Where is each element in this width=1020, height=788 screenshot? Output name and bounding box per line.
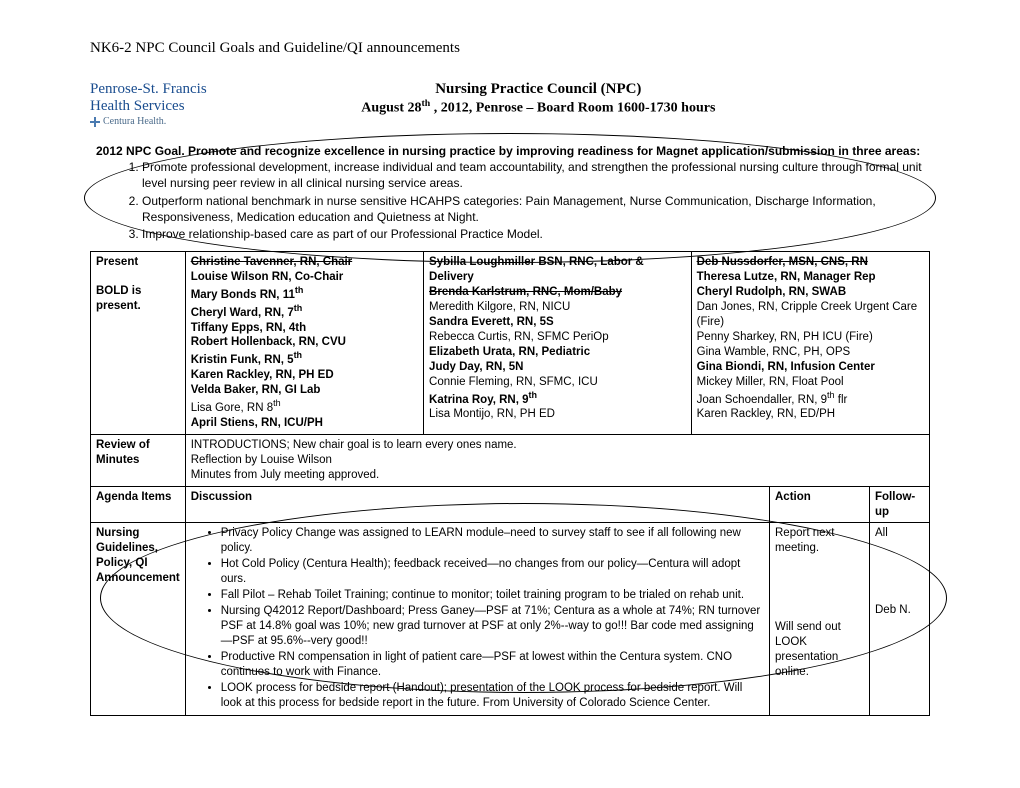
attendee: Gina Biondi, RN, Infusion Center <box>697 360 924 375</box>
bullet-item: Privacy Policy Change was assigned to LE… <box>221 526 764 556</box>
attendee: Mary Bonds RN, 11th <box>191 285 418 303</box>
title-date-post: , 2012, Penrose – Board Room 1600-1730 h… <box>430 101 715 116</box>
action-text: Will send out LOOK presentation online. <box>775 620 864 680</box>
attendee: Cheryl Rudolph, RN, SWAB <box>697 285 924 300</box>
logo-line1: Penrose-St. Francis <box>90 81 207 98</box>
present-col2: Sybilla Loughmiller BSN, RNC, Labor & De… <box>424 252 692 434</box>
title-date-pre: August 28 <box>361 101 421 116</box>
nursing-followup: All Deb N. <box>870 523 930 715</box>
goal-text: 2012 NPC Goal. Promote and recognize exc… <box>96 143 924 242</box>
title-line1: Nursing Practice Council (NPC) <box>207 81 870 98</box>
title-line2: August 28th , 2012, Penrose – Board Room… <box>207 98 870 117</box>
agenda-items-header: Agenda Items <box>91 486 186 523</box>
bullet-item: Fall Pilot – Rehab Toilet Training; cont… <box>221 588 764 603</box>
nursing-discussion: Privacy Policy Change was assigned to LE… <box>185 523 769 715</box>
attendee: Sybilla Loughmiller BSN, RNC, Labor & De… <box>429 255 686 285</box>
minutes-line: INTRODUCTIONS; New chair goal is to lear… <box>191 438 924 453</box>
attendee: Sandra Everett, RN, 5S <box>429 315 686 330</box>
attendee: Connie Fleming, RN, SFMC, ICU <box>429 375 686 390</box>
minutes-row: Review of Minutes INTRODUCTIONS; New cha… <box>91 434 930 486</box>
nursing-label: Nursing Guidelines, Policy, QI Announcem… <box>91 523 186 715</box>
nursing-row: Nursing Guidelines, Policy, QI Announcem… <box>91 523 930 715</box>
attendee: Gina Wamble, RNC, PH, OPS <box>697 345 924 360</box>
attendee: Katrina Roy, RN, 9th <box>429 390 686 408</box>
present-col1: Christine Tavenner, RN, ChairLouise Wils… <box>186 252 424 434</box>
org-logo: Penrose-St. Francis Health Services Cent… <box>90 81 207 127</box>
title-date-sup: th <box>422 98 431 109</box>
main-table: Present BOLD is present. Christine Taven… <box>90 251 930 716</box>
minutes-line: Reflection by Louise Wilson <box>191 453 924 468</box>
agenda-header-row: Agenda Items Discussion Action Follow-up <box>91 486 930 523</box>
present-label1: Present <box>96 255 180 270</box>
attendee: Brenda Karlstrum, RNC, Mom/Baby <box>429 285 686 300</box>
page-title: Nursing Practice Council (NPC) August 28… <box>207 81 930 117</box>
followup-text: Deb N. <box>875 603 924 618</box>
bullet-item: LOOK process for bedside report (Handout… <box>221 681 764 711</box>
attendee: Mickey Miller, RN, Float Pool <box>697 375 924 390</box>
present-content-cell: Christine Tavenner, RN, ChairLouise Wils… <box>185 252 929 435</box>
attendee: Lisa Montijo, RN, PH ED <box>429 407 686 422</box>
attendee: Robert Hollenback, RN, CVU <box>191 335 418 350</box>
attendee: Joan Schoendaller, RN, 9th flr <box>697 390 924 408</box>
attendee: Elizabeth Urata, RN, Pediatric <box>429 345 686 360</box>
attendee: Karen Rackley, RN, ED/PH <box>697 407 924 422</box>
followup-text: All <box>875 526 924 541</box>
minutes-content: INTRODUCTIONS; New chair goal is to lear… <box>185 434 929 486</box>
present-row: Present BOLD is present. Christine Taven… <box>91 252 930 435</box>
nursing-action: Report next meeting. Will send out LOOK … <box>770 523 870 715</box>
present-label-cell: Present BOLD is present. <box>91 252 186 435</box>
attendee: Velda Baker, RN, GI Lab <box>191 383 418 398</box>
attendee: Judy Day, RN, 5N <box>429 360 686 375</box>
attendee: Theresa Lutze, RN, Manager Rep <box>697 270 924 285</box>
doc-header: NK6-2 NPC Council Goals and Guideline/QI… <box>90 40 930 57</box>
logo-line2: Health Services <box>90 98 207 115</box>
attendee: Rebecca Curtis, RN, SFMC PeriOp <box>429 330 686 345</box>
discussion-header: Discussion <box>185 486 769 523</box>
action-text: Report next meeting. <box>775 526 864 556</box>
attendee: Cheryl Ward, RN, 7th <box>191 303 418 321</box>
attendee: Kristin Funk, RN, 5th <box>191 350 418 368</box>
nursing-bullets: Privacy Policy Change was assigned to LE… <box>221 526 764 710</box>
present-col3: Deb Nussdorfer, MSN, CNS, RNTheresa Lutz… <box>691 252 929 434</box>
title-row: Penrose-St. Francis Health Services Cent… <box>90 81 930 127</box>
attendee: Tiffany Epps, RN, 4th <box>191 321 418 336</box>
attendee: Meredith Kilgore, RN, NICU <box>429 300 686 315</box>
goal-item: Outperform national benchmark in nurse s… <box>142 193 924 225</box>
plus-icon <box>90 117 100 127</box>
attendee: Penny Sharkey, RN, PH ICU (Fire) <box>697 330 924 345</box>
attendee: April Stiens, RN, ICU/PH <box>191 416 418 431</box>
bullet-item: Hot Cold Policy (Centura Health); feedba… <box>221 557 764 587</box>
attendee: Dan Jones, RN, Cripple Creek Urgent Care… <box>697 300 924 330</box>
attendee: Karen Rackley, RN, PH ED <box>191 368 418 383</box>
bullet-item: Nursing Q42012 Report/Dashboard; Press G… <box>221 604 764 649</box>
goal-list: Promote professional development, increa… <box>142 159 924 242</box>
present-inner: Christine Tavenner, RN, ChairLouise Wils… <box>186 252 929 434</box>
logo-line3: Centura Health. <box>90 116 207 127</box>
goal-block: 2012 NPC Goal. Promote and recognize exc… <box>90 139 930 247</box>
goal-item: Improve relationship-based care as part … <box>142 226 924 242</box>
attendee: Louise Wilson RN, Co-Chair <box>191 270 418 285</box>
attendee: Christine Tavenner, RN, Chair <box>191 255 418 270</box>
logo-line3-text: Centura Health. <box>103 116 166 127</box>
goal-item: Promote professional development, increa… <box>142 159 924 191</box>
goal-lead: 2012 NPC Goal. Promote and recognize exc… <box>96 144 920 158</box>
minutes-line: Minutes from July meeting approved. <box>191 468 924 483</box>
bullet-item: Productive RN compensation in light of p… <box>221 650 764 680</box>
action-header: Action <box>770 486 870 523</box>
attendee: Deb Nussdorfer, MSN, CNS, RN <box>697 255 924 270</box>
present-label2: BOLD is present. <box>96 284 180 314</box>
minutes-label: Review of Minutes <box>91 434 186 486</box>
attendee: Lisa Gore, RN 8th <box>191 398 418 416</box>
followup-header: Follow-up <box>870 486 930 523</box>
